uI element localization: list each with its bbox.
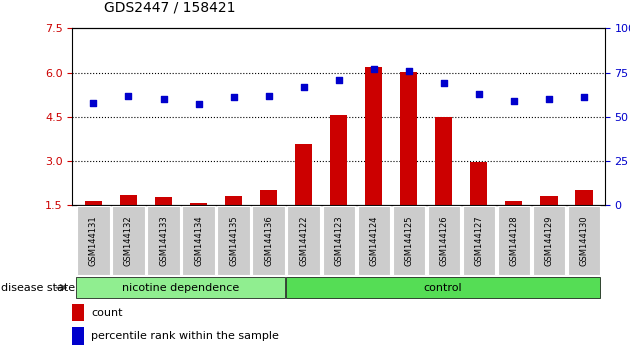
Bar bbox=[155, 197, 172, 205]
FancyBboxPatch shape bbox=[253, 206, 285, 275]
Point bbox=[544, 96, 554, 102]
Text: GSM144128: GSM144128 bbox=[509, 215, 518, 266]
Bar bbox=[505, 201, 522, 205]
Bar bbox=[260, 190, 277, 205]
Point bbox=[88, 100, 98, 105]
Point bbox=[193, 102, 203, 107]
FancyBboxPatch shape bbox=[287, 206, 319, 275]
Text: GSM144125: GSM144125 bbox=[404, 216, 413, 266]
FancyBboxPatch shape bbox=[112, 206, 145, 275]
FancyBboxPatch shape bbox=[532, 206, 565, 275]
Point bbox=[263, 93, 273, 98]
Text: disease state: disease state bbox=[1, 282, 76, 293]
FancyBboxPatch shape bbox=[498, 206, 530, 275]
Bar bbox=[365, 67, 382, 205]
FancyBboxPatch shape bbox=[568, 206, 600, 275]
Bar bbox=[295, 144, 312, 205]
Point bbox=[579, 95, 589, 100]
Text: GSM144130: GSM144130 bbox=[580, 215, 588, 266]
Point bbox=[123, 93, 134, 98]
Bar bbox=[72, 327, 84, 345]
Point bbox=[404, 68, 414, 74]
Bar bbox=[225, 196, 243, 205]
Text: percentile rank within the sample: percentile rank within the sample bbox=[91, 331, 279, 341]
Bar bbox=[435, 118, 452, 205]
Text: GSM144127: GSM144127 bbox=[474, 215, 483, 266]
Text: GSM144135: GSM144135 bbox=[229, 215, 238, 266]
Point bbox=[229, 95, 239, 100]
Point bbox=[508, 98, 518, 104]
Text: GSM144133: GSM144133 bbox=[159, 215, 168, 266]
Text: GSM144126: GSM144126 bbox=[439, 215, 448, 266]
FancyBboxPatch shape bbox=[183, 206, 215, 275]
Point bbox=[474, 91, 484, 97]
Bar bbox=[330, 115, 347, 205]
Text: GSM144129: GSM144129 bbox=[544, 216, 553, 266]
Bar bbox=[120, 195, 137, 205]
Point bbox=[299, 84, 309, 90]
Text: GSM144123: GSM144123 bbox=[334, 215, 343, 266]
FancyBboxPatch shape bbox=[77, 206, 110, 275]
FancyBboxPatch shape bbox=[217, 206, 249, 275]
Bar bbox=[575, 190, 593, 205]
Bar bbox=[190, 203, 207, 205]
Bar bbox=[470, 162, 488, 205]
Text: GSM144134: GSM144134 bbox=[194, 215, 203, 266]
Text: GDS2447 / 158421: GDS2447 / 158421 bbox=[104, 0, 236, 14]
Bar bbox=[84, 201, 102, 205]
Text: control: control bbox=[424, 282, 462, 293]
Bar bbox=[400, 72, 418, 205]
FancyBboxPatch shape bbox=[323, 206, 355, 275]
FancyBboxPatch shape bbox=[392, 206, 425, 275]
Point bbox=[438, 80, 449, 86]
Point bbox=[159, 96, 169, 102]
Text: count: count bbox=[91, 308, 123, 318]
Bar bbox=[76, 277, 285, 298]
Text: GSM144122: GSM144122 bbox=[299, 216, 308, 266]
FancyBboxPatch shape bbox=[428, 206, 460, 275]
Text: GSM144131: GSM144131 bbox=[89, 215, 98, 266]
Bar bbox=[540, 196, 558, 205]
Point bbox=[333, 77, 343, 82]
Point bbox=[369, 66, 379, 72]
Bar bbox=[286, 277, 600, 298]
Text: GSM144124: GSM144124 bbox=[369, 216, 378, 266]
Text: GSM144132: GSM144132 bbox=[124, 215, 133, 266]
Text: nicotine dependence: nicotine dependence bbox=[122, 282, 239, 293]
FancyBboxPatch shape bbox=[147, 206, 180, 275]
Bar bbox=[72, 304, 84, 321]
Text: GSM144136: GSM144136 bbox=[264, 215, 273, 266]
FancyBboxPatch shape bbox=[358, 206, 390, 275]
FancyBboxPatch shape bbox=[462, 206, 495, 275]
